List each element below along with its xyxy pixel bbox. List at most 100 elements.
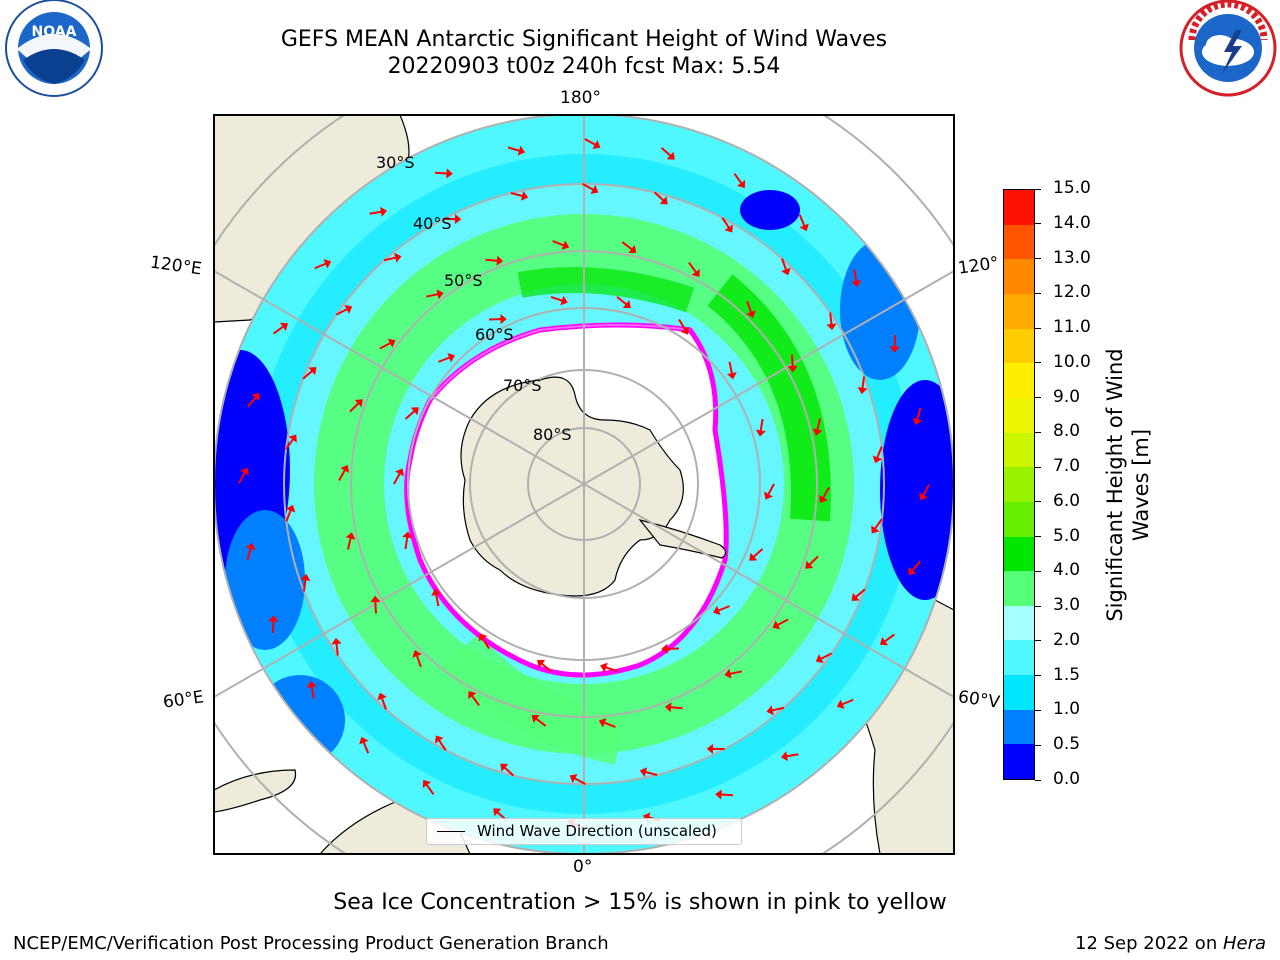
wind-wave-arrow — [302, 370, 313, 380]
colorbar-tick — [1035, 292, 1041, 294]
wind-wave-arrow — [922, 484, 930, 496]
colorbar-segment — [1004, 467, 1034, 502]
colorbar-tick-label: 3.0 — [1053, 595, 1081, 616]
colorbar-tick — [1035, 640, 1041, 642]
colorbar-title: Significant Height of Wind Waves [m] — [1103, 348, 1153, 622]
map-legend: Wind Wave Direction (unscaled) — [426, 818, 742, 845]
wind-wave-arrow — [285, 509, 292, 522]
wind-wave-arrow — [552, 240, 565, 247]
wind-wave-arrowhead — [517, 145, 526, 156]
wind-wave-arrow — [733, 172, 743, 184]
wind-wave-arrow — [285, 438, 294, 450]
wind-wave-arrow — [272, 325, 284, 335]
wind-wave-arrow — [777, 618, 789, 626]
wind-wave-arrowhead — [468, 690, 477, 700]
wind-wave-arrowhead — [592, 140, 601, 149]
wind-wave-arrow — [752, 548, 764, 558]
colorbar-tick-label: 1.0 — [1053, 699, 1081, 720]
wind-wave-arrowhead — [560, 295, 568, 306]
wind-wave-arrow — [670, 706, 683, 710]
wind-wave-arrowhead — [245, 542, 256, 551]
wind-wave-arrowhead — [279, 322, 289, 331]
wind-wave-arrow — [728, 361, 733, 374]
colorbar-segment — [1004, 363, 1034, 398]
wind-wave-arrow — [688, 262, 697, 273]
lat-label-30s: 30°S — [376, 153, 415, 172]
wind-wave-arrowhead — [746, 310, 756, 318]
wind-wave-arrowhead — [908, 566, 917, 575]
colorbar-tick — [1035, 744, 1041, 746]
colorbar-tick — [1035, 501, 1041, 503]
wind-wave-arrowhead — [454, 214, 462, 225]
wind-wave-arrow — [746, 300, 753, 313]
wind-wave-arrow — [767, 483, 775, 496]
lat-label-50s: 50°S — [444, 271, 483, 290]
wind-wave-arrow — [380, 697, 387, 710]
wind-wave-arrowhead — [680, 326, 690, 335]
wind-wave-arrowhead — [826, 323, 837, 331]
wind-wave-arrow — [271, 620, 275, 633]
colorbar-tick-label: 2.0 — [1053, 629, 1081, 650]
wind-wave-arrow — [603, 721, 616, 728]
wind-wave-arrow — [335, 643, 339, 656]
wind-wave-arrowhead — [764, 491, 773, 500]
wind-wave-arrow — [338, 469, 346, 481]
colorbar-segment — [1004, 640, 1034, 676]
colorbar-tick-label: 12.0 — [1053, 282, 1091, 303]
colorbar-tick — [1035, 431, 1041, 433]
wind-wave-arrowhead — [300, 573, 311, 581]
wind-wave-arrowhead — [755, 429, 766, 437]
sea-ice-note: Sea Ice Concentration > 15% is shown in … — [333, 890, 947, 915]
wind-wave-arrowhead — [377, 692, 387, 701]
wind-wave-arrowhead — [726, 372, 737, 380]
wind-wave-arrow — [790, 354, 794, 367]
wind-wave-arrow — [841, 698, 854, 706]
wind-wave-arrow — [550, 295, 563, 302]
wind-wave-arrowhead — [306, 680, 317, 688]
wind-wave-arrow — [435, 171, 448, 175]
lon-label-180: 180° — [560, 88, 601, 108]
wind-wave-arrowhead — [715, 789, 722, 800]
wind-wave-arrow — [369, 210, 382, 215]
colorbar-tick-label: 11.0 — [1053, 317, 1091, 338]
colorbar-tick-label: 5.0 — [1053, 525, 1081, 546]
wind-wave-arrowhead — [340, 464, 350, 473]
colorbar-segment — [1004, 190, 1034, 225]
wind-wave-arrowhead — [666, 151, 675, 160]
colorbar-tick-label: 7.0 — [1053, 456, 1081, 477]
wind-wave-arrow — [584, 138, 596, 146]
low-wave-patch-ne — [740, 190, 800, 230]
colorbar-tick-label: 10.0 — [1053, 351, 1091, 372]
wind-wave-arrow — [916, 407, 922, 420]
wind-wave-arrow — [582, 183, 594, 191]
colorbar-segment — [1004, 536, 1034, 572]
map-frame — [213, 114, 955, 855]
colorbar-tick-label: 8.0 — [1053, 421, 1081, 442]
wind-wave-arrow — [426, 293, 439, 298]
wind-wave-arrow — [247, 396, 257, 408]
wind-wave-arrowhead — [500, 763, 509, 772]
wind-wave-arrowhead — [500, 314, 507, 325]
wind-wave-arrowhead — [659, 196, 668, 205]
wind-wave-arrow — [808, 555, 819, 566]
wind-wave-arrow — [535, 717, 547, 727]
wind-wave-arrowhead — [706, 743, 714, 754]
wind-wave-arrowhead — [493, 808, 502, 817]
wind-wave-arrowhead — [857, 387, 868, 395]
colorbar-tick — [1035, 536, 1041, 538]
lat-label-40s: 40°S — [413, 214, 452, 233]
wind-wave-arrowhead — [812, 428, 823, 436]
wind-wave-arrow — [884, 633, 896, 643]
low-wave-patch-west-2 — [225, 510, 305, 650]
wind-wave-arrow — [379, 342, 391, 350]
colorbar-segment — [1004, 675, 1034, 710]
wind-wave-arrowhead — [780, 751, 788, 762]
colorbar-tick-label: 14.0 — [1053, 212, 1091, 233]
wind-wave-arrow — [876, 446, 883, 459]
colorbar-tick — [1035, 675, 1041, 677]
wind-wave-arrowhead — [395, 468, 404, 477]
colorbar-segment — [1004, 397, 1034, 433]
wind-wave-arrowhead — [240, 467, 249, 476]
wind-wave-arrow — [415, 655, 422, 668]
colorbar-segment — [1004, 501, 1034, 537]
